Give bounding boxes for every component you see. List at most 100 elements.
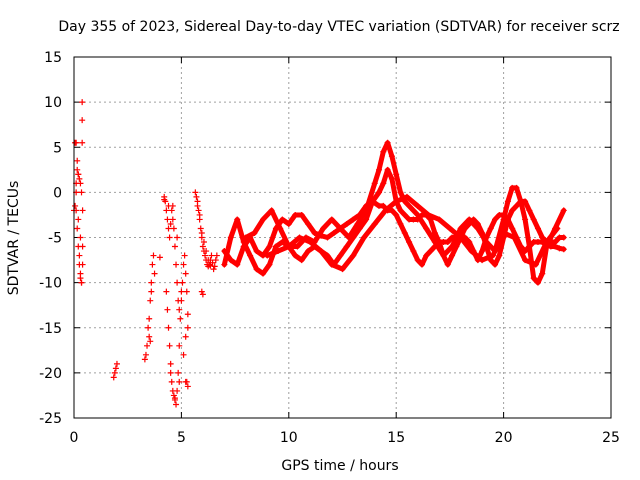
data-point — [182, 378, 189, 385]
data-point — [174, 234, 181, 241]
x-tick-label: 15 — [387, 430, 405, 446]
y-tick-label: -20 — [39, 366, 62, 382]
data-point — [198, 288, 205, 295]
y-tick-label: -15 — [39, 321, 62, 337]
data-point — [147, 297, 154, 304]
data-point — [74, 225, 81, 232]
data-point — [76, 252, 83, 259]
series-dense-d — [264, 193, 561, 273]
x-tick-label: 5 — [177, 430, 186, 446]
series-dense-b — [221, 166, 567, 277]
data-point — [161, 196, 168, 203]
data-point — [192, 189, 199, 196]
data-point — [150, 252, 157, 259]
data-point — [78, 189, 85, 196]
data-point — [173, 261, 180, 268]
data-point — [194, 202, 201, 209]
data-point — [111, 369, 118, 376]
data-point — [206, 261, 213, 268]
data-point — [198, 229, 205, 236]
series-trace — [264, 194, 560, 272]
chart-title: Day 355 of 2023, Sidereal Day-to-day VTE… — [58, 19, 619, 35]
data-point — [79, 117, 86, 124]
data-point — [145, 324, 152, 331]
data-point — [207, 262, 214, 269]
data-point — [77, 234, 84, 241]
data-point — [182, 270, 189, 277]
data-point — [171, 395, 178, 402]
data-point — [72, 202, 79, 209]
data-point — [166, 234, 173, 241]
data-point — [183, 288, 190, 295]
data-point — [76, 175, 83, 182]
data-point — [113, 360, 120, 367]
data-point — [213, 252, 220, 259]
data-point — [79, 139, 86, 146]
data-point — [170, 392, 177, 399]
data-point — [174, 387, 181, 394]
data-point — [79, 243, 86, 250]
data-point — [176, 342, 183, 349]
data-point — [168, 207, 175, 214]
data-point — [165, 225, 172, 232]
x-tick-label: 10 — [280, 430, 298, 446]
y-tick-label: -5 — [48, 231, 62, 247]
data-point — [177, 315, 184, 322]
x-tick-label: 0 — [70, 430, 79, 446]
data-point — [147, 338, 154, 345]
data-markers — [71, 99, 567, 408]
data-point — [174, 279, 181, 286]
data-point — [208, 252, 215, 259]
data-point — [178, 288, 185, 295]
data-point — [75, 216, 82, 223]
data-point — [164, 216, 171, 223]
data-point — [79, 207, 86, 214]
data-point — [195, 207, 202, 214]
data-point — [202, 252, 209, 259]
y-tick-label: -10 — [39, 276, 62, 292]
data-point — [197, 225, 204, 232]
data-point — [171, 243, 178, 250]
y-tick-label: -25 — [39, 411, 62, 427]
data-point — [156, 254, 163, 261]
data-point — [193, 193, 200, 200]
data-point — [165, 324, 172, 331]
data-point — [74, 166, 81, 173]
series-hour-4-5-cluster — [161, 193, 191, 408]
data-point — [144, 342, 151, 349]
data-point — [184, 311, 191, 318]
data-point — [142, 351, 149, 358]
data-point — [74, 157, 81, 164]
data-point — [170, 225, 177, 232]
data-point — [176, 306, 183, 313]
data-point — [167, 360, 174, 367]
series-hour-5-6 — [192, 189, 220, 298]
data-point — [163, 288, 170, 295]
data-point — [167, 369, 174, 376]
data-point — [151, 270, 158, 277]
y-axis-label: SDTVAR / TECUs — [6, 181, 22, 296]
y-tick-label: 0 — [53, 185, 62, 201]
data-point — [168, 378, 175, 385]
data-point — [169, 216, 176, 223]
data-point — [146, 333, 153, 340]
data-point — [173, 401, 180, 408]
x-tick-label: 25 — [602, 430, 620, 446]
y-tick-label: 5 — [53, 140, 62, 156]
data-point — [180, 261, 187, 268]
data-point — [78, 279, 85, 286]
data-point — [211, 263, 218, 270]
data-point — [79, 261, 86, 268]
y-tick-label: 10 — [44, 95, 62, 111]
x-tick-label: 20 — [495, 430, 513, 446]
data-point — [203, 248, 210, 255]
axis-ticks: 0 5 10 15 20 25 15 10 5 0 -5 -10 -15 -20 -25 — [39, 50, 620, 446]
data-point — [178, 297, 185, 304]
data-point — [75, 171, 82, 178]
data-point — [176, 378, 183, 385]
data-point — [210, 266, 217, 273]
data-point — [110, 374, 117, 381]
data-point — [212, 257, 219, 264]
data-point — [112, 365, 119, 372]
